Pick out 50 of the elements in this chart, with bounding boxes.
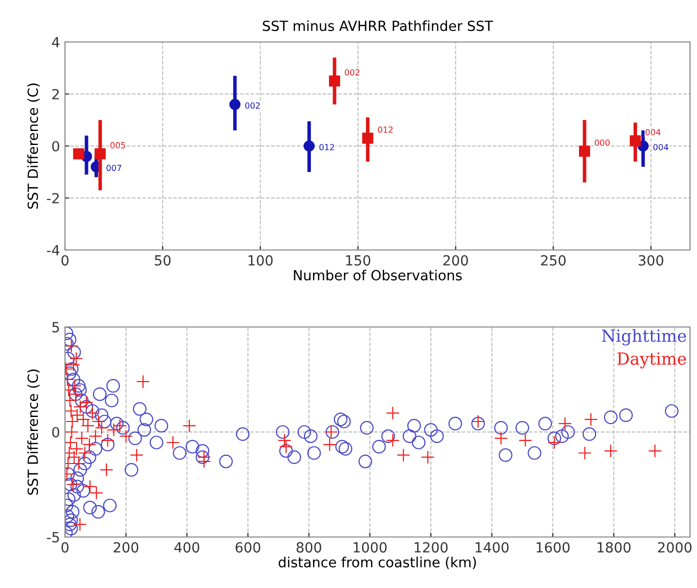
annotation: 002	[344, 69, 360, 76]
chart-title: SST minus AVHRR Pathfinder SST	[262, 20, 494, 32]
x-tick-label: 0	[61, 542, 68, 553]
x-axis-title: distance from coastline (km)	[278, 556, 476, 570]
x-tick-label: 1000	[354, 542, 387, 553]
point	[630, 135, 641, 146]
y-tick-label: -4	[46, 245, 60, 256]
point	[94, 148, 106, 160]
y-tick-label: -5	[46, 532, 59, 542]
x-tick-label: 1600	[536, 542, 570, 553]
point	[362, 132, 374, 144]
x-tick-label: 1800	[598, 542, 631, 553]
y-axis-title: SST Difference (C)	[27, 84, 40, 209]
annotation: 012	[319, 144, 334, 150]
x-tick-label: 800	[296, 542, 322, 553]
x-tick-label: 1200	[414, 542, 448, 553]
y-tick-label: 5	[52, 322, 59, 332]
y-tick-label: 0	[52, 426, 60, 438]
annotation: 004	[653, 144, 668, 150]
point	[328, 75, 340, 87]
point	[73, 148, 84, 160]
point	[578, 146, 590, 157]
x-tick-label: 400	[174, 542, 200, 553]
x-tick-label: 1400	[476, 542, 509, 553]
x-tick-label: 0	[61, 255, 68, 266]
text: Nighttime	[602, 329, 686, 346]
annotation: 005	[110, 142, 126, 148]
x-tick-label: 150	[346, 255, 370, 266]
x-tick-label: 50	[154, 255, 171, 266]
y-tick-label: 0	[52, 140, 60, 152]
y-tick-label: 4	[52, 37, 60, 48]
annotation: 012	[378, 126, 393, 133]
x-tick-label: 2000	[658, 542, 692, 553]
y-axis-title: SST Difference (C)	[27, 370, 40, 495]
text: Daytime	[617, 352, 686, 368]
y-tick-label: -2	[46, 192, 59, 204]
x-tick-label: 600	[236, 542, 260, 553]
x-tick-label: 250	[541, 255, 566, 266]
x-tick-label: 200	[443, 255, 468, 266]
x-tick-label: 300	[638, 255, 664, 266]
point	[229, 98, 240, 110]
x-axis-title: Number of Observations	[294, 270, 462, 280]
y-tick-label: 2	[52, 88, 59, 100]
annotation: 007	[106, 164, 122, 172]
point	[304, 140, 315, 152]
annotation: 000	[594, 139, 610, 146]
x-tick-label: 200	[114, 542, 138, 553]
x-tick-label: 100	[248, 255, 273, 266]
annotation: 002	[245, 102, 260, 109]
annotation: 004	[646, 129, 660, 136]
